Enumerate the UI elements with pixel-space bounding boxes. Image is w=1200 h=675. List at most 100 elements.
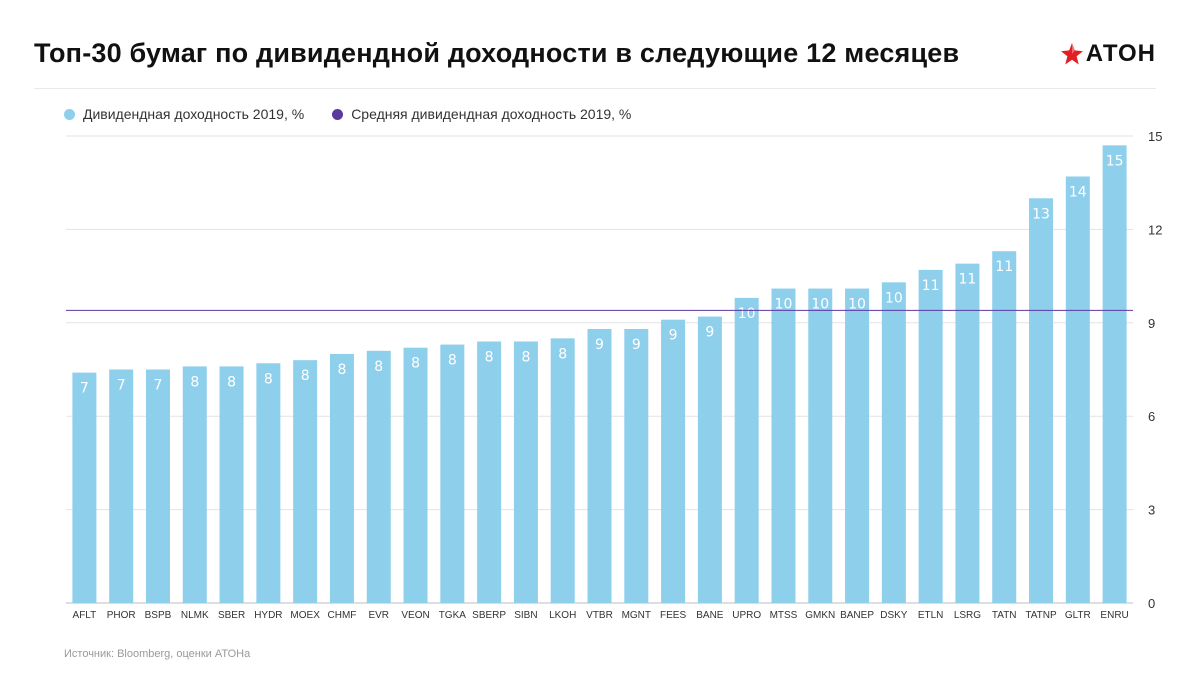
x-tick-label: ENRU [1100, 610, 1128, 621]
bar [477, 341, 502, 603]
y-tick-label: 12 [1148, 222, 1162, 237]
source-note: Источник: Bloomberg, оценки АТОНа [64, 648, 251, 660]
bar-data-label: 8 [264, 371, 273, 387]
bar [918, 269, 943, 603]
bar-data-label: 15 [1106, 153, 1124, 169]
bar [513, 341, 538, 603]
bar [182, 366, 207, 603]
bar [256, 363, 281, 603]
x-tick-label: LSRG [954, 610, 981, 621]
chart-legend: Дивидендная доходность 2019, % Средняя д… [64, 106, 659, 122]
y-tick-label: 0 [1148, 596, 1155, 611]
bar [734, 297, 759, 603]
bar [881, 282, 906, 603]
bar-data-label: 9 [632, 337, 641, 353]
x-tick-label: BANEP [840, 610, 874, 621]
y-tick-label: 6 [1148, 409, 1155, 424]
bar [624, 329, 649, 603]
bar-data-label: 7 [80, 381, 89, 397]
x-tick-label: GLTR [1065, 610, 1091, 621]
x-tick-label: SBERP [472, 610, 506, 621]
bar-data-label: 8 [411, 356, 420, 372]
bar-data-label: 9 [669, 328, 678, 344]
x-tick-label: GMKN [805, 610, 835, 621]
bar-data-label: 11 [922, 278, 940, 294]
bar [771, 288, 796, 603]
bar-data-label: 14 [1069, 184, 1087, 200]
bar-data-label: 8 [521, 349, 530, 365]
bar [955, 263, 980, 603]
bar [440, 344, 465, 603]
x-tick-label: EVR [368, 610, 389, 621]
legend-item-average-yield: Средняя дивидендная доходность 2019, % [332, 106, 631, 122]
x-tick-label: TATNP [1025, 610, 1057, 621]
x-tick-label: DSKY [880, 610, 908, 621]
bar-data-label: 8 [301, 368, 310, 384]
x-tick-label: HYDR [254, 610, 282, 621]
x-tick-label: MGNT [622, 610, 651, 621]
x-tick-label: AFLT [73, 610, 97, 621]
bar [403, 347, 428, 603]
bar-data-label: 8 [558, 346, 567, 362]
x-tick-label: LKOH [549, 610, 576, 621]
bar [329, 353, 354, 603]
legend-item-dividend-yield: Дивидендная доходность 2019, % [64, 106, 304, 122]
bar [1065, 176, 1090, 603]
bar-data-label: 8 [337, 362, 346, 378]
x-tick-label: PHOR [107, 610, 136, 621]
y-tick-label: 15 [1148, 129, 1162, 144]
bar [219, 366, 244, 603]
aton-logo: АТОН [1060, 38, 1156, 70]
legend-label-average-yield: Средняя дивидендная доходность 2019, % [351, 106, 632, 122]
x-tick-label: ETLN [918, 610, 944, 621]
bar [845, 288, 870, 603]
x-tick-label: VEON [401, 610, 429, 621]
bar [145, 369, 170, 603]
bar [697, 316, 722, 603]
bar [1102, 145, 1127, 603]
bar [293, 360, 318, 603]
bar-data-label: 8 [448, 353, 457, 369]
aton-logo-text: АТОН [1085, 40, 1156, 67]
x-tick-label: UPRO [732, 610, 761, 621]
x-tick-label: BANE [696, 610, 724, 621]
y-tick-label: 9 [1148, 316, 1155, 331]
bar-data-label: 8 [227, 374, 236, 390]
bar [366, 350, 391, 603]
x-tick-label: SBER [218, 610, 245, 621]
bar-data-label: 10 [738, 306, 756, 322]
bar-data-label: 11 [959, 272, 977, 288]
bar-data-label: 8 [374, 359, 383, 375]
bar [1029, 198, 1054, 603]
bar-data-label: 8 [485, 349, 494, 365]
bar [587, 329, 612, 603]
bar-data-label: 13 [1032, 206, 1050, 222]
aton-star-logo-icon [1060, 43, 1083, 65]
legend-swatch-dividend-yield [64, 108, 75, 120]
header-divider [34, 88, 1156, 89]
bar [550, 338, 575, 603]
bar-data-label: 8 [190, 374, 199, 390]
x-tick-label: TGKA [439, 610, 467, 621]
bar-data-label: 10 [811, 297, 829, 313]
x-tick-label: TATN [992, 610, 1017, 621]
x-tick-label: FEES [660, 610, 686, 621]
x-tick-label: MOEX [290, 610, 320, 621]
x-tick-label: CHMF [328, 610, 357, 621]
bar-data-label: 11 [995, 259, 1013, 275]
chart-title: Топ-30 бумаг по дивидендной доходности в… [34, 38, 960, 68]
x-tick-label: MTSS [770, 610, 798, 621]
legend-label-dividend-yield: Дивидендная доходность 2019, % [83, 106, 305, 122]
x-tick-label: SIBN [514, 610, 537, 621]
x-tick-label: BSPB [145, 610, 172, 621]
y-tick-label: 3 [1148, 503, 1155, 518]
bar-data-label: 9 [595, 337, 604, 353]
x-tick-label: NLMK [181, 610, 209, 621]
bar [72, 372, 97, 603]
legend-swatch-average-yield [332, 108, 344, 120]
bar-data-label: 10 [775, 297, 793, 313]
bar-data-label: 10 [885, 290, 903, 306]
bar-data-label: 7 [154, 378, 163, 394]
bar-data-label: 7 [117, 378, 126, 394]
